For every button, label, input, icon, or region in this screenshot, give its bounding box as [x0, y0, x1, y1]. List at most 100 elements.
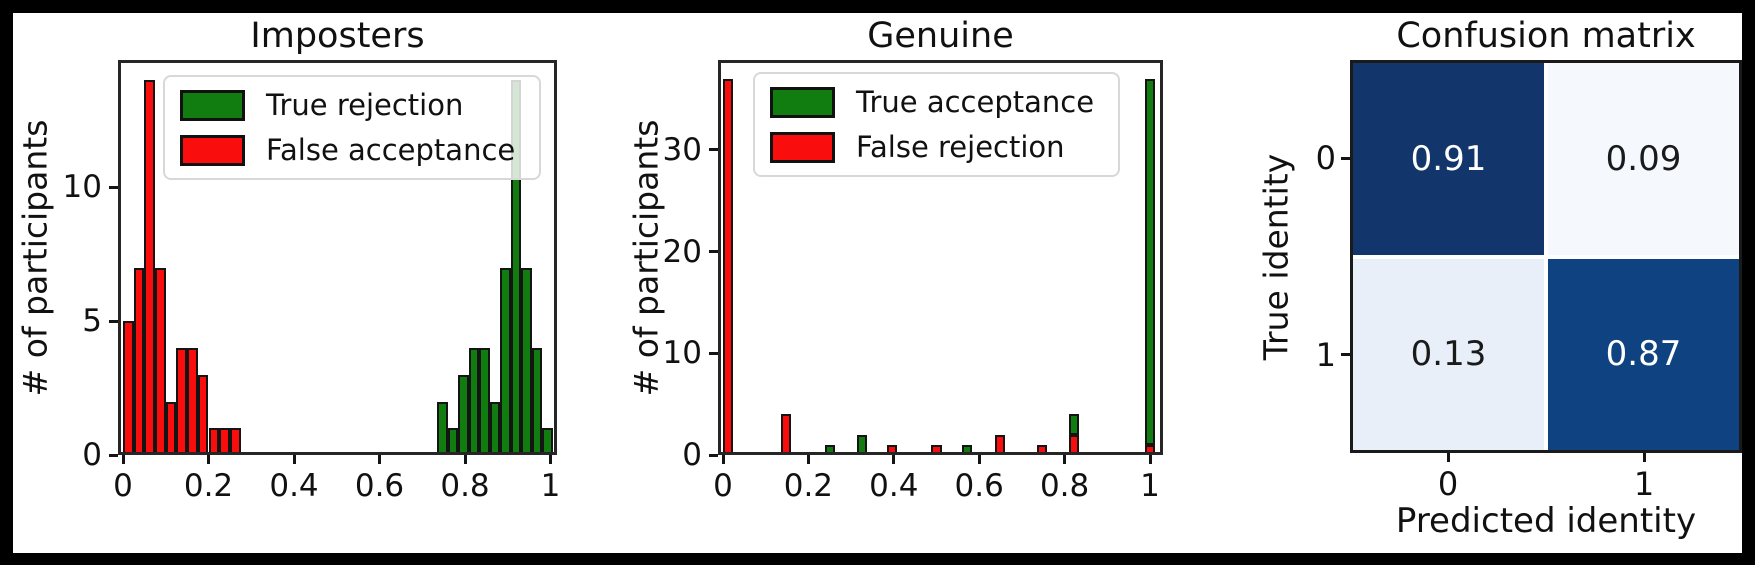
y-tick: [109, 319, 118, 323]
histogram-bar: [781, 414, 792, 455]
legend-label: False rejection: [856, 130, 1065, 164]
histogram-bar: [437, 401, 448, 455]
matrix-x-tick-label: 1: [1633, 465, 1655, 503]
histogram-bar: [1037, 444, 1048, 455]
histogram-bar: [856, 434, 867, 455]
histogram-bar: [1068, 434, 1080, 455]
histogram-bar: [197, 374, 209, 455]
histogram-bar: [500, 267, 511, 455]
histogram-bar: [542, 428, 553, 455]
x-tick-label: 0.8: [440, 468, 490, 504]
x-tick: [1063, 455, 1067, 464]
x-tick: [207, 455, 210, 464]
x-tick: [977, 455, 981, 464]
y-tick: [109, 185, 118, 189]
x-tick: [1148, 455, 1152, 464]
x-tick-label: 0.2: [783, 468, 834, 504]
histogram-bar: [219, 428, 230, 455]
matrix-y-tick: [1341, 156, 1350, 160]
genuine-title: Genuine: [867, 16, 1014, 56]
x-tick: [121, 455, 125, 464]
true-rejection-swatch: [180, 89, 245, 121]
matrix-x-tick: [1642, 453, 1646, 462]
y-tick-label: 0: [682, 437, 702, 473]
histogram-bar: [962, 444, 973, 455]
x-tick-label: 0: [713, 468, 733, 504]
y-tick: [709, 351, 718, 355]
y-tick-label: 30: [662, 131, 702, 168]
y-tick-label: 10: [662, 335, 702, 372]
legend-label: True rejection: [266, 88, 464, 122]
legend-label: True acceptance: [856, 85, 1095, 119]
histogram-bar: [187, 347, 198, 455]
confusion-matrix-title: Confusion matrix: [1396, 16, 1696, 56]
imposters-title: Imposters: [250, 16, 425, 56]
genuine-legend: True acceptance False rejection: [753, 72, 1121, 177]
histogram-bar: [931, 444, 942, 455]
histogram-bar: [1144, 444, 1156, 455]
y-tick: [709, 453, 718, 457]
confusion-cell: 0.13: [1353, 258, 1544, 450]
y-tick-label: 20: [662, 233, 702, 270]
y-tick-label: 10: [62, 169, 102, 206]
matrix-y-tick-label: 0: [1315, 139, 1336, 178]
histogram-bar: [489, 401, 501, 455]
y-tick-label: 5: [82, 303, 102, 340]
x-tick-label: 1: [540, 468, 561, 504]
histogram-bar: [531, 347, 542, 455]
legend-entry-true-acceptance: True acceptance: [770, 85, 1094, 119]
true-acceptance-swatch: [770, 86, 835, 118]
histogram-bar: [994, 434, 1005, 455]
x-tick-label: 0.8: [1039, 468, 1090, 504]
confusion-cell: 0.09: [1548, 63, 1739, 255]
x-tick-label: 0.6: [954, 468, 1004, 504]
y-tick: [709, 148, 718, 152]
x-tick-label: 0.6: [354, 468, 405, 504]
histogram-bar: [165, 401, 177, 455]
x-tick: [292, 455, 296, 464]
matrix-y-tick: [1341, 353, 1350, 357]
histogram-bar: [155, 267, 166, 455]
y-tick: [709, 250, 718, 254]
confusion-matrix-xlabel: Predicted identity: [1395, 501, 1697, 541]
x-tick: [549, 455, 552, 464]
histogram-bar: [123, 321, 134, 455]
matrix-y-tick-label: 1: [1315, 335, 1336, 374]
legend-label: False acceptance: [266, 133, 516, 167]
matrix-x-tick-label: 0: [1437, 465, 1459, 503]
y-tick-label: 0: [82, 437, 102, 473]
x-tick-label: 0: [113, 468, 133, 504]
histogram-bar: [458, 374, 469, 455]
legend-entry-false-acceptance: False acceptance: [180, 133, 515, 167]
false-rejection-swatch: [770, 131, 835, 163]
x-tick: [806, 455, 810, 464]
histogram-bar: [208, 428, 220, 455]
histogram-bar: [1144, 78, 1156, 445]
x-tick-label: 0.4: [869, 468, 919, 504]
imposters-ylabel: # of participants: [15, 119, 55, 397]
histogram-bar: [229, 428, 241, 455]
histogram-bar: [1068, 414, 1080, 435]
histogram-bar: [144, 80, 156, 455]
imposters-legend: True rejection False acceptance: [163, 75, 542, 180]
confusion-cell: 0.91: [1353, 63, 1544, 255]
histogram-bar: [521, 267, 532, 455]
x-tick-label: 0.2: [183, 468, 234, 504]
x-tick: [721, 455, 725, 464]
confusion-matrix: 0.91 0.09 0.13 0.87: [1350, 60, 1742, 453]
x-tick-label: 0.4: [269, 468, 319, 504]
histogram-bar: [447, 428, 459, 455]
histogram-bar: [723, 78, 734, 455]
confusion-matrix-ylabel: True identity: [1256, 153, 1296, 361]
confusion-cell: 0.87: [1548, 258, 1739, 450]
legend-entry-false-rejection: False rejection: [770, 130, 1094, 164]
legend-entry-true-rejection: True rejection: [180, 88, 515, 122]
x-tick: [463, 455, 467, 464]
figure-canvas: Imposters # of participants True rejecti…: [13, 13, 1742, 553]
x-tick: [892, 455, 896, 464]
x-tick: [378, 455, 381, 464]
histogram-bar: [133, 267, 145, 455]
histogram-bar: [479, 347, 490, 455]
histogram-bar: [468, 347, 480, 455]
